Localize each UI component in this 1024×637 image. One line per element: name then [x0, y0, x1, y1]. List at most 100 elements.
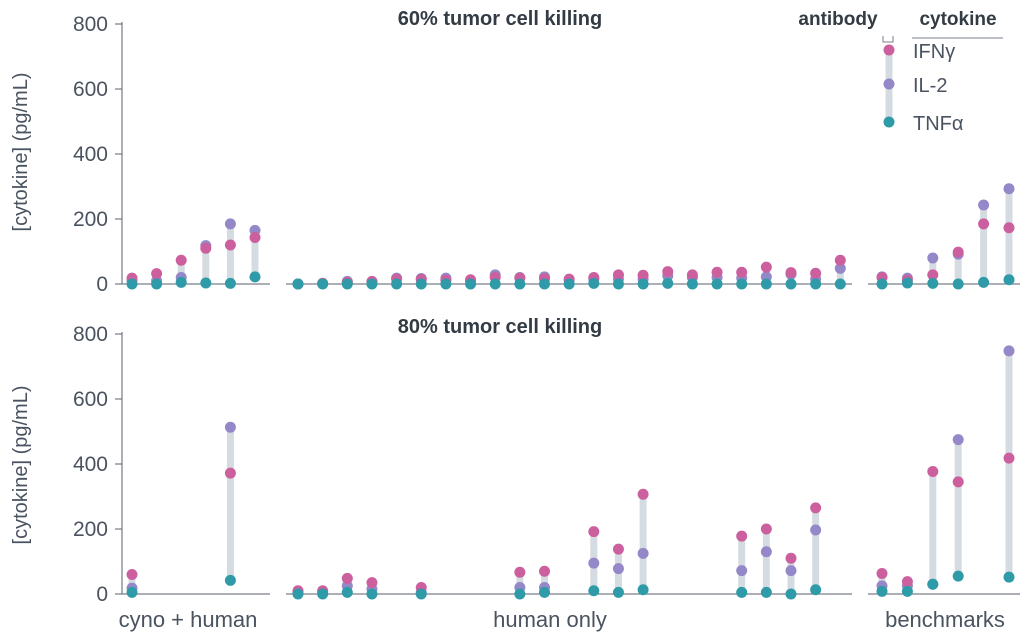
y-tick-label: 200	[73, 208, 108, 231]
legend-dot-il2	[883, 78, 895, 90]
point-ifng-bench-1	[901, 576, 913, 588]
y-tick-label: 600	[73, 388, 108, 411]
point-tnfa-human-21	[810, 278, 822, 290]
group-label-human: human only	[493, 607, 607, 632]
point-tnfa-human-21	[810, 584, 822, 596]
point-tnfa-bench-0	[876, 278, 888, 290]
point-ifng-cyno-1	[151, 268, 163, 280]
y-axis-title-top: [cytokine] (pg/mL)	[10, 73, 32, 232]
point-ifng-cyno-0	[126, 569, 138, 580]
point-tnfa-human-22	[834, 278, 846, 290]
point-tnfa-cyno-2	[175, 276, 187, 288]
range-bar-bench-3	[954, 439, 962, 577]
point-tnfa-human-9	[514, 588, 526, 600]
point-tnfa-human-3	[366, 588, 378, 600]
range-bar-cyno-4	[226, 427, 234, 581]
point-ifng-human-15	[662, 266, 674, 278]
point-tnfa-bench-1	[901, 277, 913, 289]
point-tnfa-human-19	[760, 586, 772, 598]
point-tnfa-human-14	[637, 584, 649, 596]
y-tick-label: 400	[73, 453, 108, 476]
y-tick-label: 600	[73, 78, 108, 101]
point-tnfa-human-11	[563, 278, 575, 290]
point-ifng-human-13	[612, 543, 624, 555]
panel-title-60: 60% tumor cell killing	[398, 8, 603, 30]
point-tnfa-human-4	[391, 278, 403, 290]
point-tnfa-cyno-1	[151, 278, 163, 290]
point-tnfa-cyno-0	[126, 586, 138, 598]
point-tnfa-bench-5	[1003, 274, 1015, 286]
point-ifng-human-18	[736, 266, 748, 278]
point-tnfa-human-20	[785, 588, 797, 600]
point-tnfa-cyno-5	[249, 271, 261, 283]
point-tnfa-human-5	[415, 278, 427, 290]
range-bar-bench-5	[1005, 188, 1013, 280]
legend-header-cytokine: cytokine	[919, 9, 996, 30]
point-ifng-cyno-4	[224, 467, 236, 479]
range-bar-human-21	[812, 507, 820, 590]
point-tnfa-human-13	[612, 586, 624, 598]
legend-dot-tnfa	[883, 116, 895, 128]
group-label-cyno: cyno + human	[119, 607, 258, 632]
group-label-bench: benchmarks	[885, 607, 1005, 632]
range-bar-bench-5	[1005, 350, 1013, 578]
legend-label-ifng: IFNγ	[913, 41, 955, 63]
point-il2-human-21	[810, 524, 822, 536]
legend-header-antibody: antibody	[798, 9, 878, 30]
point-tnfa-human-12	[588, 585, 600, 597]
panel-title-80: 80% tumor cell killing	[398, 316, 603, 338]
point-il2-human-13	[612, 563, 624, 575]
point-tnfa-human-10	[539, 278, 550, 290]
point-il2-bench-4	[978, 199, 990, 211]
point-ifng-cyno-4	[224, 239, 236, 251]
range-bar-cyno-4	[226, 223, 234, 284]
point-ifng-human-21	[810, 267, 822, 279]
point-tnfa-human-18	[736, 278, 748, 290]
legend-antibody-bracket	[882, 36, 894, 43]
point-ifng-human-20	[785, 267, 797, 279]
point-tnfa-human-5	[415, 588, 427, 600]
point-il2-cyno-4	[224, 218, 236, 230]
point-tnfa-human-17	[711, 278, 723, 290]
point-tnfa-human-0	[292, 588, 304, 600]
point-tnfa-cyno-4	[224, 574, 236, 586]
point-ifng-cyno-2	[175, 254, 187, 266]
point-tnfa-cyno-0	[126, 278, 138, 290]
point-ifng-human-19	[760, 523, 772, 535]
range-bar-bench-2	[929, 471, 937, 585]
point-ifng-bench-5	[1003, 222, 1015, 234]
y-axis-title-bottom: [cytokine] (pg/mL)	[10, 386, 32, 545]
point-tnfa-cyno-3	[200, 277, 212, 289]
y-tick-label: 800	[73, 323, 108, 346]
point-ifng-human-14	[637, 269, 649, 281]
point-tnfa-bench-4	[978, 276, 990, 288]
point-ifng-human-14	[637, 488, 649, 500]
point-ifng-human-22	[834, 254, 846, 266]
range-bar-bench-4	[980, 205, 988, 283]
point-ifng-human-3	[366, 577, 378, 589]
point-tnfa-bench-3	[952, 278, 964, 290]
point-ifng-human-13	[612, 269, 624, 281]
point-il2-bench-2	[927, 252, 939, 264]
point-ifng-bench-0	[876, 568, 888, 580]
range-bar-cyno-5	[251, 230, 259, 277]
plot-layer: 0 200 400 600 800 0 200 400 600 800	[73, 13, 1020, 606]
point-ifng-bench-3	[952, 476, 964, 488]
point-ifng-human-20	[785, 552, 797, 564]
point-tnfa-human-10	[539, 586, 550, 598]
range-bar-human-14	[639, 494, 647, 590]
point-tnfa-human-15	[662, 277, 674, 289]
legend-label-il2: IL-2	[913, 75, 947, 97]
legend-label-tnfa: TNFα	[913, 113, 963, 135]
point-tnfa-human-2	[341, 278, 353, 290]
point-ifng-human-16	[686, 269, 698, 281]
y-tick-label: 0	[96, 273, 108, 296]
point-il2-bench-3	[952, 434, 964, 446]
point-tnfa-bench-2	[927, 578, 939, 590]
point-ifng-human-19	[760, 261, 772, 273]
point-tnfa-human-14	[637, 278, 649, 290]
point-il2-human-12	[588, 557, 600, 569]
point-tnfa-bench-2	[927, 277, 939, 289]
point-il2-human-14	[637, 547, 649, 559]
point-tnfa-human-18	[736, 586, 748, 598]
